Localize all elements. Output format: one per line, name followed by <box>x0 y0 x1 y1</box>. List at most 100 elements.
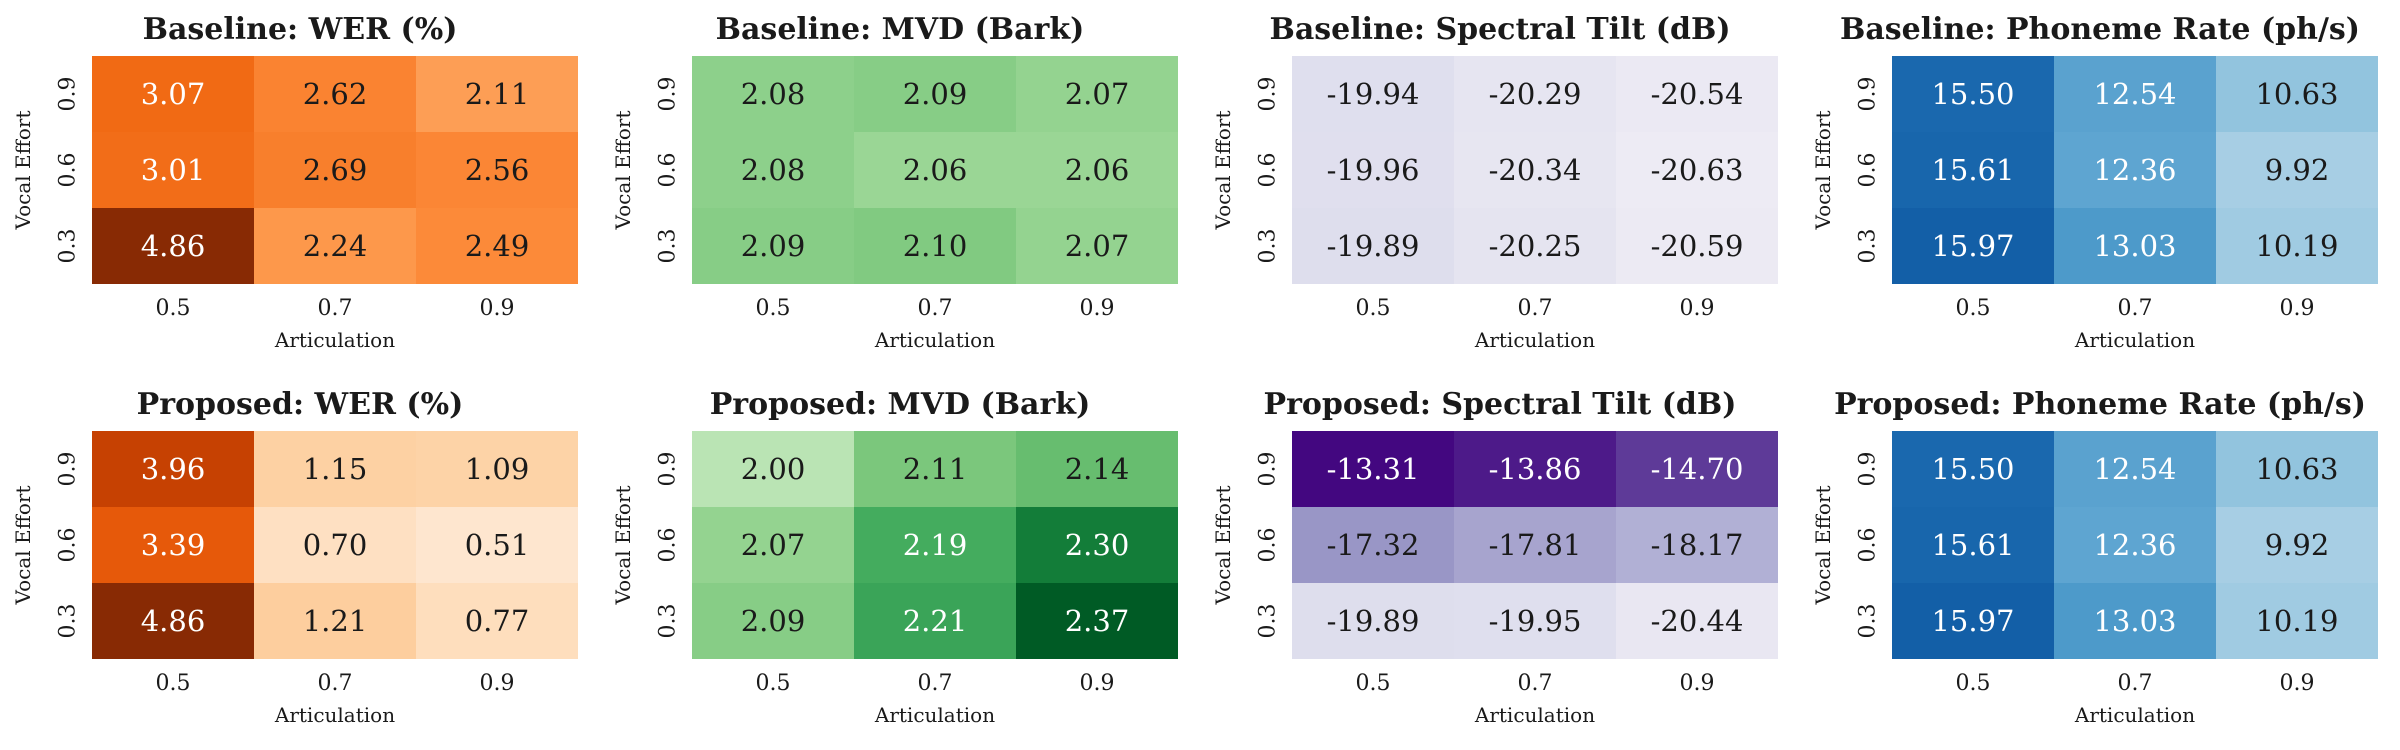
heatmap-grid: 3.07 2.62 2.11 3.01 2.69 2.56 4.86 2.24 2.49 <box>92 56 578 284</box>
heatmap-cell: 2.06 <box>1016 132 1178 208</box>
heatmap-cell: 12.54 <box>2054 431 2216 507</box>
heatmap-cell: -20.44 <box>1616 583 1778 659</box>
y-axis-label: Vocal Effort <box>1811 485 1835 605</box>
heatmap-cell: -20.54 <box>1616 56 1778 132</box>
heatmap-panel: Proposed: WER (%) Vocal Effort 3.96 1.15 1.0… <box>0 375 600 750</box>
heatmap-cell: -19.96 <box>1292 132 1454 208</box>
x-tick-label: 0.7 <box>917 671 953 696</box>
y-tick-label: 0.6 <box>1255 152 1281 188</box>
y-tick-label-wrap: 0.6 <box>1848 528 1888 563</box>
x-tick-label: 0.7 <box>1517 671 1553 696</box>
y-axis-label-wrap: Vocal Effort <box>1200 431 1246 659</box>
heatmap-cell: 2.09 <box>692 583 854 659</box>
y-tick-label-wrap: 0.9 <box>1248 451 1288 487</box>
y-tick-label-wrap: 0.6 <box>1248 152 1288 188</box>
heatmap-cell: 15.50 <box>1892 56 2054 132</box>
y-tick-label-wrap: 0.3 <box>48 228 88 264</box>
y-tick-label: 0.6 <box>55 152 81 188</box>
y-tick-label-wrap: 0.3 <box>1848 229 1888 264</box>
y-axis-label-wrap: Vocal Effort <box>1200 56 1246 284</box>
y-tick-label: 0.6 <box>1855 152 1881 188</box>
heatmap-grid: -19.94 -20.29 -20.54 -19.96 -20.34 -20.63 -19.… <box>1292 56 1778 284</box>
y-axis-label: Vocal Effort <box>611 485 635 605</box>
y-tick-label: 0.9 <box>1855 451 1881 487</box>
y-tick-label-wrap: 0.3 <box>1248 229 1288 264</box>
heatmap-cell: 2.10 <box>854 208 1016 284</box>
heatmap-cell: 3.96 <box>92 431 254 507</box>
y-tick-label-wrap: 0.9 <box>48 452 88 487</box>
y-tick-label: 0.3 <box>1855 603 1881 639</box>
y-axis-label-wrap: Vocal Effort <box>0 56 46 284</box>
heatmap-cell: 15.97 <box>1892 208 2054 284</box>
y-tick-label-wrap: 0.9 <box>1248 77 1288 112</box>
heatmap-cell: 2.14 <box>1016 431 1178 507</box>
x-tick-label: 0.7 <box>917 296 953 321</box>
y-axis-label-wrap: Vocal Effort <box>600 56 646 284</box>
y-tick-label-wrap: 0.9 <box>1848 76 1888 112</box>
y-tick-label: 0.6 <box>655 152 681 188</box>
heatmap-cell: 2.08 <box>692 56 854 132</box>
heatmap-cell: 9.92 <box>2216 507 2378 583</box>
y-tick-label-wrap: 0.3 <box>1248 604 1288 639</box>
heatmap-cell: 0.77 <box>416 583 578 659</box>
heatmap-cell: 3.07 <box>92 56 254 132</box>
heatmap-cell: -13.86 <box>1454 431 1616 507</box>
x-tick-label: 0.9 <box>479 296 515 321</box>
y-tick-label-wrap: 0.9 <box>648 452 688 487</box>
y-tick-label-wrap: 0.3 <box>1848 603 1888 639</box>
heatmap-cell: 0.70 <box>254 507 416 583</box>
y-tick-label-wrap: 0.6 <box>1848 152 1888 188</box>
y-tick-label-wrap: 0.6 <box>1248 528 1288 563</box>
y-tick-label: 0.9 <box>1855 76 1881 112</box>
heatmap-cell: 4.86 <box>92 583 254 659</box>
heatmap-cell: 2.37 <box>1016 583 1178 659</box>
heatmap-cell: -20.34 <box>1454 132 1616 208</box>
y-tick-label-wrap: 0.3 <box>648 604 688 639</box>
x-tick-label: 0.5 <box>155 671 191 696</box>
heatmap-cell: 1.09 <box>416 431 578 507</box>
y-tick-label: 0.9 <box>1255 451 1281 487</box>
chart-title: Proposed: WER (%) <box>136 387 464 422</box>
x-tick-label: 0.9 <box>479 671 515 696</box>
y-tick-label: 0.9 <box>655 76 681 112</box>
heatmap-cell: 2.19 <box>854 507 1016 583</box>
heatmap-grid: -13.31 -13.86 -14.70 -17.32 -17.81 -18.17 -19.… <box>1292 431 1778 659</box>
y-tick-label: 0.3 <box>55 228 81 264</box>
heatmap-cell: -20.25 <box>1454 208 1616 284</box>
heatmap-cell: -18.17 <box>1616 507 1778 583</box>
x-tick-label: 0.7 <box>1517 296 1553 321</box>
x-tick-label: 0.7 <box>2117 671 2153 696</box>
heatmap-panel: Proposed: MVD (Bark) Vocal Effort 2.00 2.11… <box>600 375 1200 750</box>
x-axis-label: Articulation <box>2074 328 2196 352</box>
x-tick-label: 0.5 <box>155 296 191 321</box>
heatmap-cell: 2.11 <box>416 56 578 132</box>
x-axis-label: Articulation <box>874 703 996 727</box>
x-axis-label: Articulation <box>1474 703 1596 727</box>
y-axis-label-wrap: Vocal Effort <box>0 431 46 659</box>
heatmap-cell: 15.61 <box>1892 132 2054 208</box>
heatmap-cell: -20.29 <box>1454 56 1616 132</box>
heatmap-cell: 2.07 <box>692 507 854 583</box>
heatmap-cell: 10.63 <box>2216 431 2378 507</box>
heatmap-panel: Baseline: Spectral Tilt (dB) Vocal Effort… <box>1200 0 1800 375</box>
heatmap-cell: 2.07 <box>1016 56 1178 132</box>
x-axis-label: Articulation <box>274 703 396 727</box>
heatmap-grid: 15.50 12.54 10.63 15.61 12.36 9.92 15.97 13.03 1… <box>1892 431 2378 659</box>
heatmap-cell: 10.19 <box>2216 208 2378 284</box>
chart-title: Baseline: WER (%) <box>142 12 458 47</box>
heatmap-cell: 2.00 <box>692 431 854 507</box>
x-tick-label: 0.5 <box>1355 671 1391 696</box>
heatmap-grid: 3.96 1.15 1.09 3.39 0.70 0.51 4.86 1.21 0.77 <box>92 431 578 659</box>
heatmap-cell: -19.89 <box>1292 583 1454 659</box>
y-tick-label-wrap: 0.9 <box>648 76 688 112</box>
x-tick-label: 0.7 <box>2117 296 2153 321</box>
x-tick-label: 0.9 <box>2279 296 2315 321</box>
heatmap-cell: -19.94 <box>1292 56 1454 132</box>
heatmap-cell: 2.56 <box>416 132 578 208</box>
heatmap-cell: 2.30 <box>1016 507 1178 583</box>
y-axis-label: Vocal Effort <box>1811 110 1835 230</box>
y-axis-label: Vocal Effort <box>11 485 35 605</box>
heatmap-cell: 2.09 <box>854 56 1016 132</box>
y-axis-label: Vocal Effort <box>1211 110 1235 230</box>
